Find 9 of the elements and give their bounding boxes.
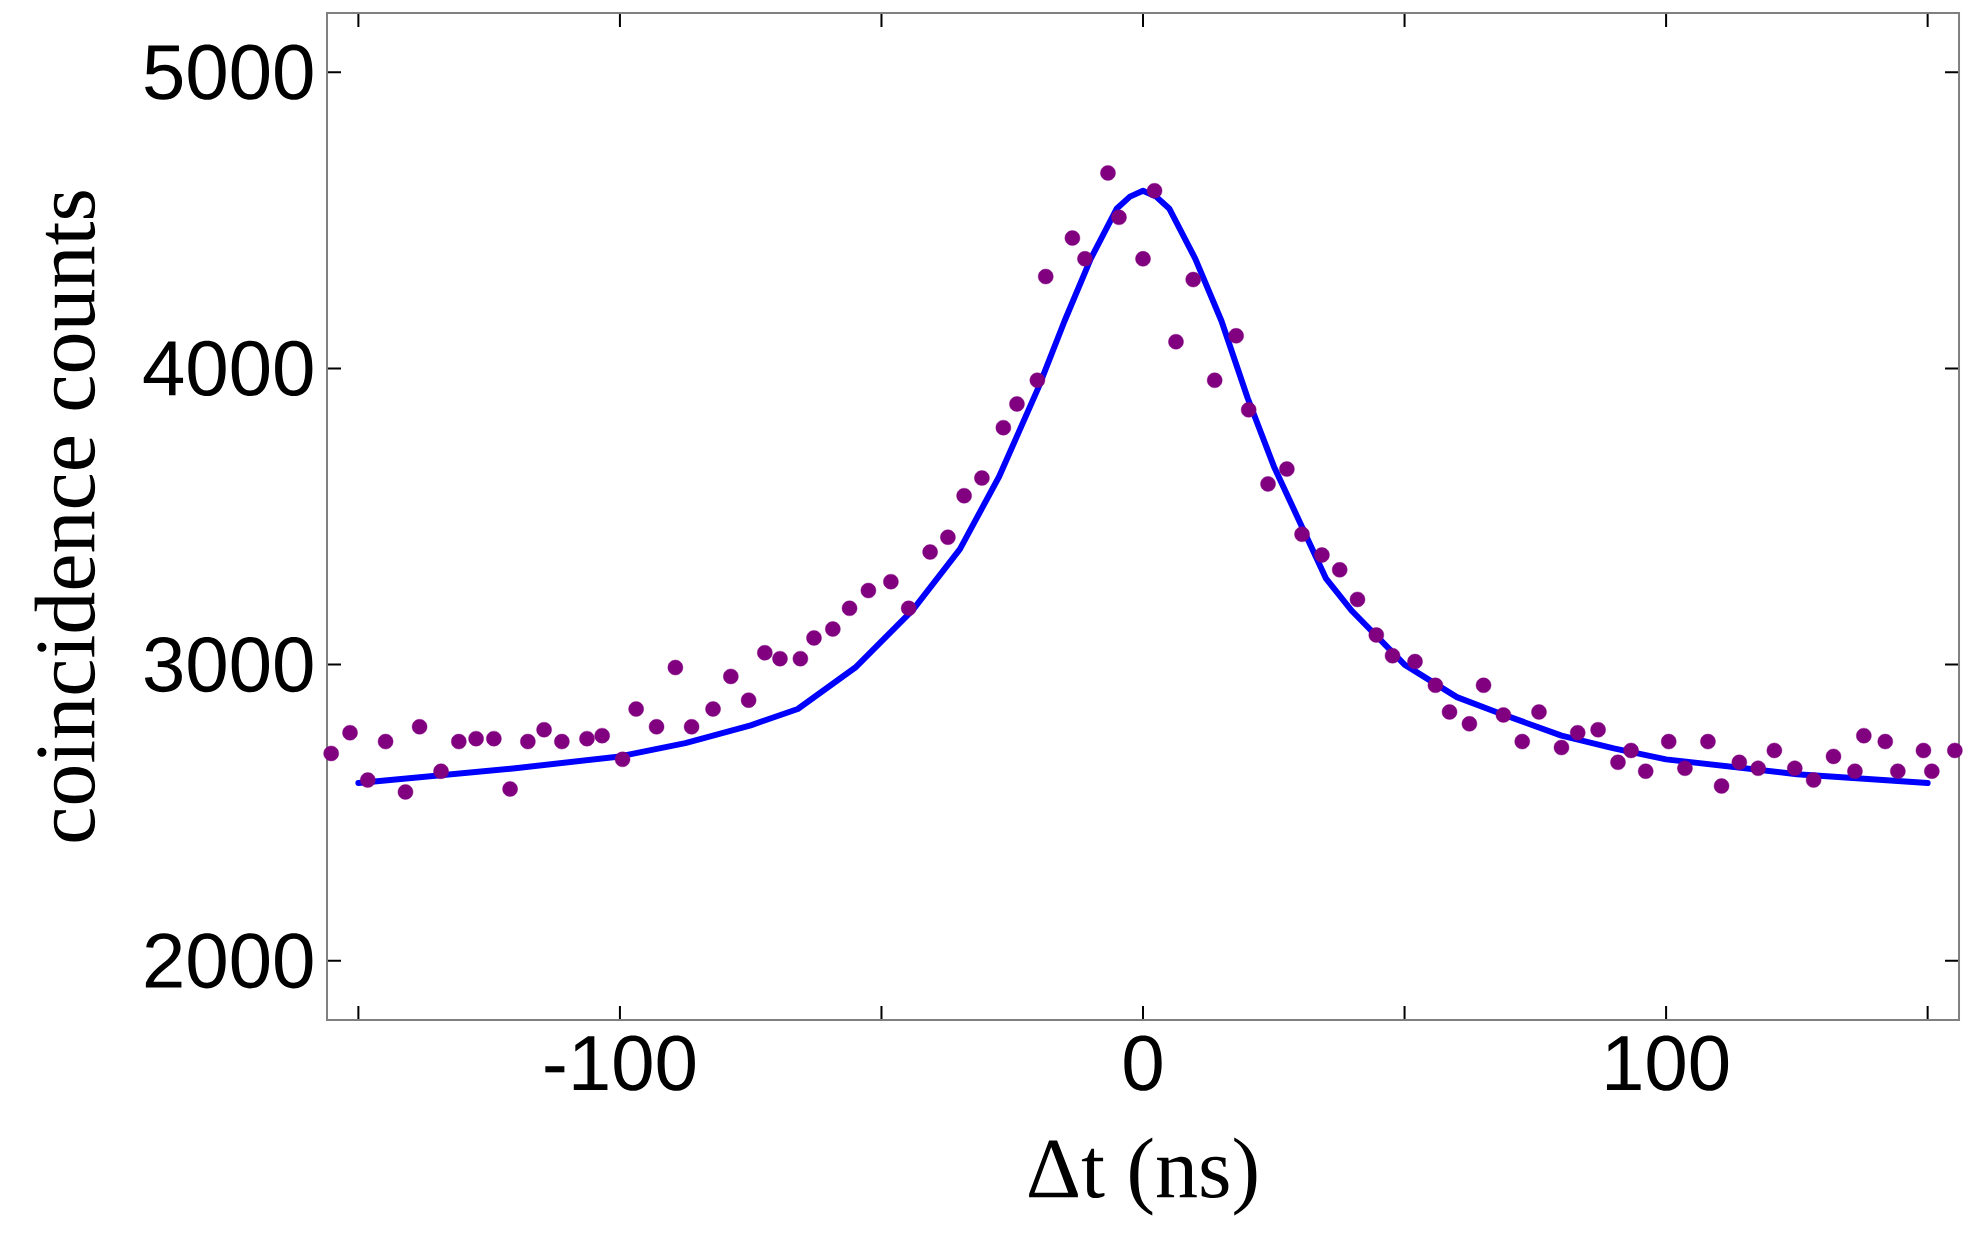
- x-tick-label: 0: [1124, 1035, 1162, 1091]
- x-tick-label: 100: [1606, 1035, 1729, 1091]
- x-axis-title: Δt (ns): [1029, 1137, 1257, 1216]
- y-tick-label: 2000: [145, 933, 313, 989]
- y-axis-title: coincidence counts: [34, 191, 96, 842]
- y-tick-label: 4000: [143, 340, 313, 397]
- x-tick-label: -100: [545, 1035, 695, 1091]
- y-tick-label: 5000: [145, 44, 313, 100]
- y-tick-label: 3000: [144, 636, 313, 693]
